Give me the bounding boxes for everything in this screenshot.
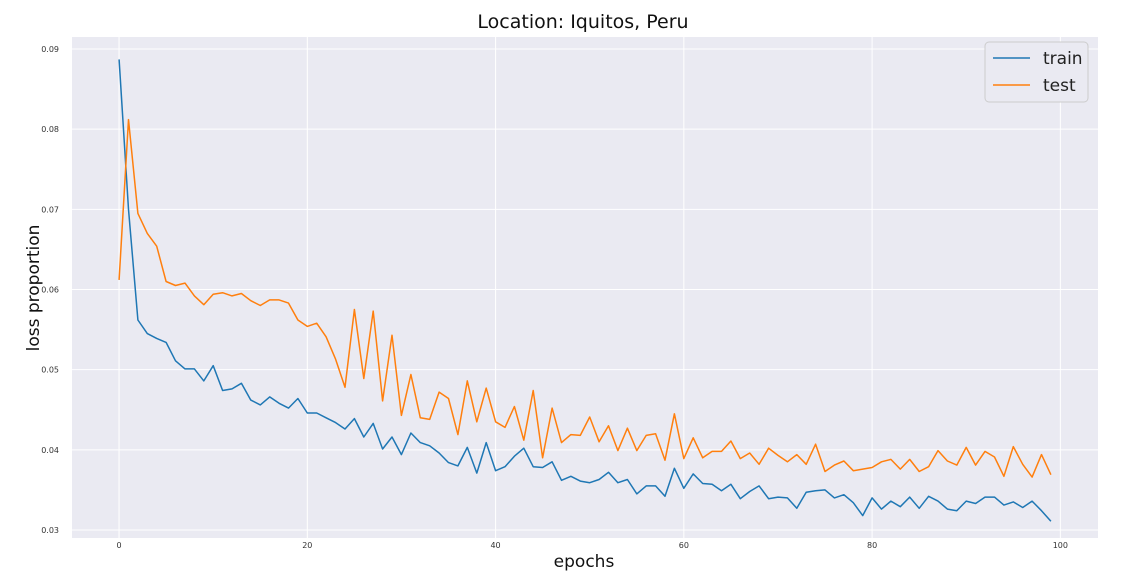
x-tick-label: 20 [302, 541, 312, 550]
y-tick-labels: 0.03 0.04 0.05 0.06 0.07 0.08 0.09 [41, 45, 59, 535]
series-line-test [118, 118, 1052, 478]
x-tick-label: 80 [867, 541, 877, 550]
y-tick-label: 0.08 [41, 125, 59, 134]
legend-test-label: test [1043, 76, 1076, 96]
legend-box [984, 41, 1089, 103]
grid-lines [72, 37, 1098, 538]
y-tick-label: 0.04 [41, 446, 59, 455]
legend-train-label: train [1043, 49, 1083, 69]
x-tick-label: 60 [679, 541, 689, 550]
y-tick-label: 0.06 [41, 286, 59, 295]
y-tick-label: 0.09 [41, 45, 59, 54]
x-tick-labels: 0 20 40 60 80 100 [117, 541, 1068, 550]
series-line-train [118, 59, 1052, 522]
x-tick-label: 0 [117, 541, 122, 550]
y-tick-label: 0.05 [41, 366, 59, 375]
y-tick-label: 0.07 [41, 205, 59, 214]
series-lines [118, 59, 1052, 522]
y-axis-label: loss proportion [24, 225, 44, 352]
x-tick-label: 40 [490, 541, 500, 550]
plot-background [72, 37, 1098, 538]
legend: train test [984, 41, 1089, 103]
x-tick-label: 100 [1053, 541, 1068, 550]
x-axis-label: epochs [554, 552, 615, 572]
y-tick-label: 0.03 [41, 526, 59, 535]
chart-title: Location: Iquitos, Peru [477, 11, 688, 33]
